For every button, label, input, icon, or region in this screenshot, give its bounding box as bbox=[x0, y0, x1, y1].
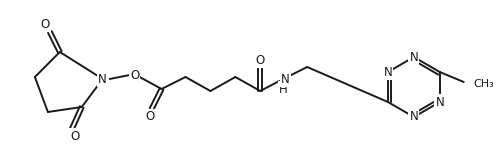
Text: N: N bbox=[384, 65, 392, 78]
Text: N: N bbox=[410, 50, 418, 63]
Text: O: O bbox=[70, 129, 80, 142]
Text: O: O bbox=[145, 111, 154, 124]
Text: O: O bbox=[256, 53, 265, 66]
Text: O: O bbox=[130, 68, 140, 81]
Text: N: N bbox=[281, 72, 289, 86]
Text: N: N bbox=[436, 96, 444, 109]
Text: N: N bbox=[98, 72, 107, 86]
Text: H: H bbox=[279, 82, 287, 96]
Text: O: O bbox=[40, 18, 50, 31]
Text: CH₃: CH₃ bbox=[474, 79, 494, 89]
Text: N: N bbox=[410, 111, 418, 124]
